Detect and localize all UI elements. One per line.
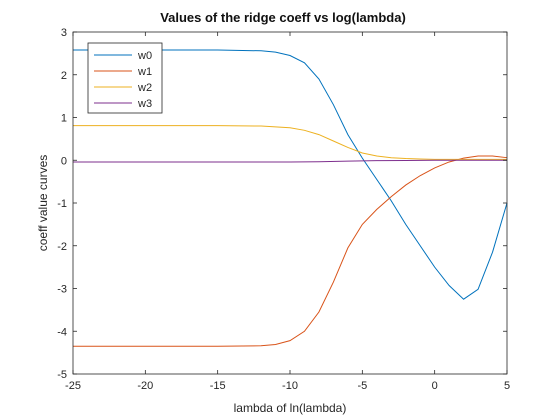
y-tick-label: -4 [57,326,67,338]
y-tick-label: 3 [61,27,67,39]
series-line-w3 [73,159,507,163]
y-tick-label: -1 [57,198,67,210]
x-tick-label: -15 [210,380,226,392]
x-tick-label: -10 [282,380,298,392]
legend: w0 w1 w2 w3 [87,42,163,114]
x-tick-label: -25 [65,380,81,392]
y-tick-label: 0 [61,155,67,167]
x-tick-label: 5 [504,380,510,392]
series-layer [73,49,508,347]
legend-label-w3: w3 [137,98,152,110]
legend-label-w2: w2 [137,82,152,94]
legend-label-w0: w0 [137,50,152,62]
y-tick-label: -2 [57,241,67,253]
x-tick-label: -20 [137,380,153,392]
x-tick-label: -5 [357,380,367,392]
y-tick-label: 2 [61,70,67,82]
y-axis-label: coeff value curves [36,155,50,252]
series-line-w2 [73,125,507,160]
series-line-w0 [73,49,508,300]
y-tick-label: -5 [57,369,67,381]
plot-frame [72,31,508,375]
y-tick-label: -3 [57,284,67,296]
legend-label-w1: w1 [137,66,152,78]
x-axis-label: lambda of ln(lambda) [234,401,347,415]
chart-title: Values of the ridge coeff vs log(lambda) [160,10,406,25]
y-tick-label: 1 [61,113,67,125]
x-tick-label: 0 [432,380,438,392]
